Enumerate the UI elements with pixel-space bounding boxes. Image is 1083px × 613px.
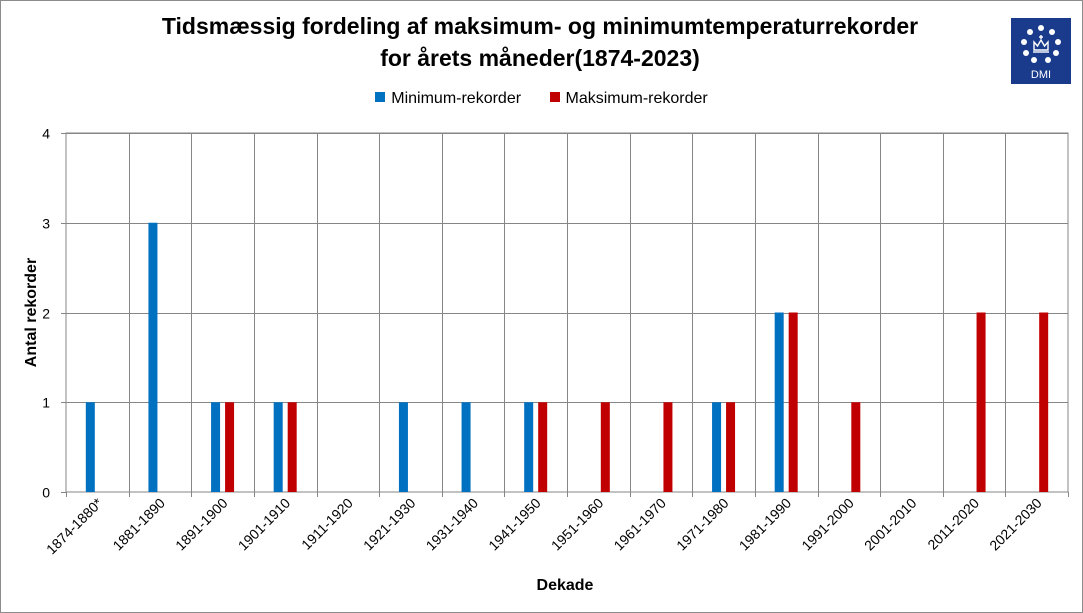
y-tick-label: 4 — [42, 126, 50, 142]
bar-minimum — [211, 402, 221, 492]
y-tick-label: 2 — [42, 306, 50, 322]
y-tick-label: 0 — [42, 485, 50, 501]
legend-label-maksimum: Maksimum-rekorder — [565, 90, 708, 107]
bar-minimum — [774, 312, 784, 492]
legend-label-minimum: Minimum-rekorder — [391, 90, 522, 107]
x-tick-label: 1874-1880* — [43, 494, 106, 557]
bar-minimum — [85, 402, 95, 492]
x-axis-label: Dekade — [537, 577, 594, 594]
chart-title-line-2: for årets måneder(1874-2023) — [380, 45, 700, 71]
bar-minimum — [524, 402, 534, 492]
bar-maksimum — [788, 312, 798, 492]
dmi-logo: DMI — [1011, 18, 1071, 84]
x-tick-label: 2021-2030 — [986, 495, 1045, 554]
x-tick-label: 1891-1900 — [172, 495, 231, 554]
logo-text: DMI — [1031, 69, 1051, 81]
bar-maksimum — [225, 402, 235, 492]
x-tick-label: 1981-1990 — [736, 495, 795, 554]
chart-title: Tidsmæssig fordeling af maksimum- og min… — [60, 10, 1020, 74]
y-tick-label: 3 — [42, 216, 50, 232]
x-tick-label: 1941-1950 — [485, 495, 544, 554]
x-tick-label: 1931-1940 — [423, 495, 482, 554]
x-tick-label: 1961-1970 — [610, 495, 669, 554]
chart-legend: Minimum-rekorder Maksimum-rekorder — [0, 90, 1083, 108]
bar-maksimum — [287, 402, 297, 492]
bar-maksimum — [1039, 312, 1049, 492]
bar-minimum — [398, 402, 408, 492]
bar-minimum — [461, 402, 471, 492]
bar-maksimum — [851, 402, 861, 492]
x-tick-label: 1951-1960 — [548, 495, 607, 554]
x-tick-label: 2001-2010 — [861, 495, 920, 554]
bar-maksimum — [726, 402, 736, 492]
x-tick-label: 1921-1930 — [360, 495, 419, 554]
y-axis-label: Antal rekorder — [23, 258, 40, 367]
x-tick-label: 1881-1890 — [109, 495, 168, 554]
bar-minimum — [148, 222, 158, 492]
x-tick-label: 1971-1980 — [673, 495, 732, 554]
y-tick-label: 1 — [42, 395, 50, 411]
x-tick-label: 1901-1910 — [235, 495, 294, 554]
x-tick-label: 1911-1920 — [298, 495, 356, 553]
bar-maksimum — [600, 402, 610, 492]
chart-title-line-1: Tidsmæssig fordeling af maksimum- og min… — [161, 13, 919, 39]
legend-swatch-maksimum — [549, 92, 560, 102]
legend-item-minimum: Minimum-rekorder — [375, 90, 521, 108]
dmi-crown-logo-icon: DMI — [1021, 25, 1061, 81]
bar-minimum — [712, 402, 722, 492]
bar-maksimum — [663, 402, 673, 492]
x-tick-label: 1991-2000 — [798, 495, 857, 554]
legend-item-maksimum: Maksimum-rekorder — [549, 90, 708, 108]
x-tick-label: 2011-2020 — [924, 495, 982, 553]
legend-swatch-minimum — [375, 92, 386, 102]
bar-maksimum — [538, 402, 548, 492]
bar-maksimum — [976, 312, 986, 492]
bar-minimum — [273, 402, 283, 492]
